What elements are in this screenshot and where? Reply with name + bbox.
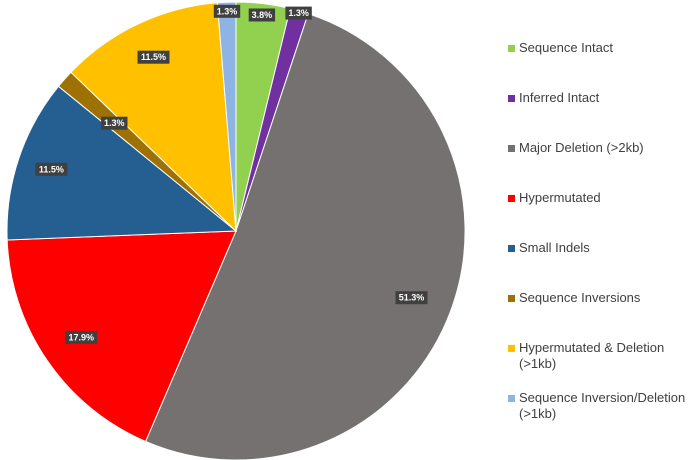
- legend-item-hypermutated-deletion: Hypermutated & Deletion (>1kb): [508, 340, 691, 372]
- legend-item-small-indels: Small Indels: [508, 240, 691, 256]
- data-label-box: [248, 8, 276, 22]
- data-label-major-deletion: 51.3%: [395, 291, 428, 305]
- data-label-box: [285, 6, 312, 20]
- data-label-sequence-intact: 3.8%: [248, 8, 276, 22]
- legend-label: Hypermutated: [519, 190, 601, 205]
- pie-slice-hypermutated: [6, 230, 237, 443]
- pie-slice-sequence-inversion-deletion: [216, 1, 237, 232]
- pie-chart: 3.8% 1.3% 51.3% 17.9% 11.5% 1.3% 11.5% 1.3%: [6, 1, 466, 460]
- legend-label: Major Deletion (>2kb): [519, 140, 644, 155]
- data-label-box: [65, 330, 98, 344]
- data-label-box: [395, 291, 428, 305]
- pie-slice-hypermutated-deletion: [70, 2, 237, 233]
- svg-text:3.8%: 3.8%: [252, 10, 273, 20]
- data-label-box: [101, 116, 128, 130]
- data-label-small-indels: 11.5%: [35, 162, 68, 176]
- legend-swatch: [508, 195, 515, 202]
- data-label-sequence-inversion-deletion: 1.3%: [213, 4, 241, 18]
- legend-label: Sequence Intact: [519, 40, 613, 55]
- svg-text:1.3%: 1.3%: [104, 118, 125, 128]
- legend-swatch: [508, 45, 515, 52]
- legend-swatch: [508, 245, 515, 252]
- data-label-sequence-inversions: 1.3%: [101, 116, 128, 130]
- legend-label: Sequence Inversions: [519, 290, 641, 305]
- legend-swatch: [508, 345, 515, 352]
- legend-swatch: [508, 395, 515, 402]
- legend-item-sequence-inversions: Sequence Inversions: [508, 290, 691, 306]
- svg-text:1.3%: 1.3%: [288, 8, 309, 18]
- legend-swatch: [508, 95, 515, 102]
- legend-swatch: [508, 145, 515, 152]
- legend-item-hypermutated: Hypermutated: [508, 190, 691, 206]
- data-label-box: [213, 4, 241, 18]
- svg-text:11.5%: 11.5%: [141, 52, 166, 62]
- pie-slices: [6, 1, 466, 460]
- legend-item-inferred-intact: Inferred Intact: [508, 90, 691, 106]
- data-label-inferred-intact: 1.3%: [285, 6, 312, 20]
- legend-label: Inferred Intact: [519, 90, 600, 105]
- legend-label: Small Indels: [519, 240, 590, 255]
- svg-text:1.3%: 1.3%: [217, 6, 238, 16]
- legend-item-sequence-intact: Sequence Intact: [508, 40, 691, 56]
- data-label-hypermutated-deletion: 11.5%: [137, 50, 170, 64]
- data-label-hypermutated: 17.9%: [65, 330, 98, 344]
- svg-text:11.5%: 11.5%: [39, 164, 64, 174]
- data-label-box: [137, 50, 170, 64]
- legend-swatch: [508, 295, 515, 302]
- svg-text:17.9%: 17.9%: [69, 332, 95, 342]
- pie-slice-small-indels: [6, 85, 238, 241]
- legend-label: Sequence Inversion/Deletion (>1kb): [519, 390, 686, 421]
- data-label-box: [35, 162, 68, 176]
- legend-item-sequence-inversion-deletion: Sequence Inversion/Deletion (>1kb): [508, 390, 691, 422]
- legend-label: Hypermutated & Deletion (>1kb): [519, 340, 665, 371]
- legend-item-major-deletion: Major Deletion (>2kb): [508, 140, 691, 156]
- svg-text:51.3%: 51.3%: [399, 293, 425, 303]
- pie-data-labels: 3.8% 1.3% 51.3% 17.9% 11.5% 1.3% 11.5% 1.3%: [35, 4, 428, 344]
